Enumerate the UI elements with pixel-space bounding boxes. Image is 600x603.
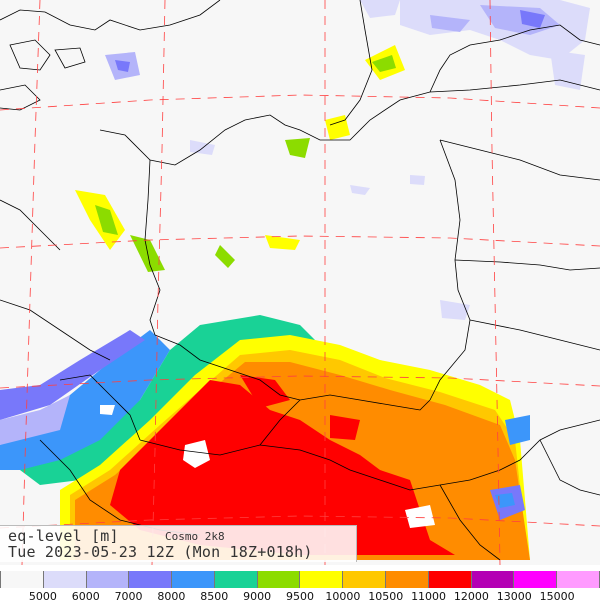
legend-swatch <box>214 571 258 588</box>
legend-tick-label: 10000 <box>325 590 361 603</box>
legend-tick-label: 5000 <box>28 590 57 603</box>
map-title-box: eq-level [m] Cosmo 2k8 Tue 2023-05-23 12… <box>0 525 357 562</box>
map-panel <box>0 0 600 565</box>
legend-swatch <box>471 571 515 588</box>
legend-tick-label: 6000 <box>71 590 100 603</box>
legend-tick-label: 7000 <box>114 590 143 603</box>
color-legend: 5000 6000 7000 8000 8500 9000 9500 10000 10500 11… <box>0 566 600 603</box>
legend-swatch <box>428 571 472 588</box>
legend-tick-label: 15000 <box>539 590 575 603</box>
variable-label: eq-level [m] <box>8 527 119 545</box>
legend-swatch <box>343 571 387 588</box>
legend-tick-label: 10500 <box>368 590 404 603</box>
legend-tick-label: 13000 <box>496 590 532 603</box>
legend-swatch <box>257 571 301 588</box>
map-borders <box>0 0 600 561</box>
legend-swatch <box>557 571 600 588</box>
legend-ticks: 5000 6000 7000 8000 8500 9000 9500 10000 10500 11… <box>0 590 600 603</box>
legend-swatch <box>172 571 215 588</box>
field-yellow-north <box>75 45 405 272</box>
map-graticule <box>0 0 600 565</box>
field-blue-north <box>105 0 590 90</box>
legend-swatch <box>43 571 87 588</box>
legend-swatch <box>386 571 429 588</box>
run-info-label: Tue 2023-05-23 12Z (Mon 18Z+018h) <box>8 543 313 561</box>
legend-swatch <box>86 571 130 588</box>
legend-swatch <box>300 571 344 588</box>
legend-tick-label: 11000 <box>411 590 447 603</box>
legend-swatch <box>129 571 173 588</box>
legend-tick-label: 12000 <box>453 590 489 603</box>
legend-tick-label: 9000 <box>243 590 272 603</box>
field-light-patches <box>190 140 470 320</box>
legend-tick-label: 9500 <box>286 590 314 603</box>
legend-swatch <box>514 571 558 588</box>
model-label: Cosmo 2k8 <box>165 530 225 543</box>
legend-tick-label: 8000 <box>157 590 186 603</box>
field-warm-south <box>0 315 530 560</box>
legend-tick-label: 8500 <box>200 590 229 603</box>
legend-bar <box>0 571 600 588</box>
map-svg <box>0 0 600 565</box>
legend-swatch <box>0 571 44 588</box>
